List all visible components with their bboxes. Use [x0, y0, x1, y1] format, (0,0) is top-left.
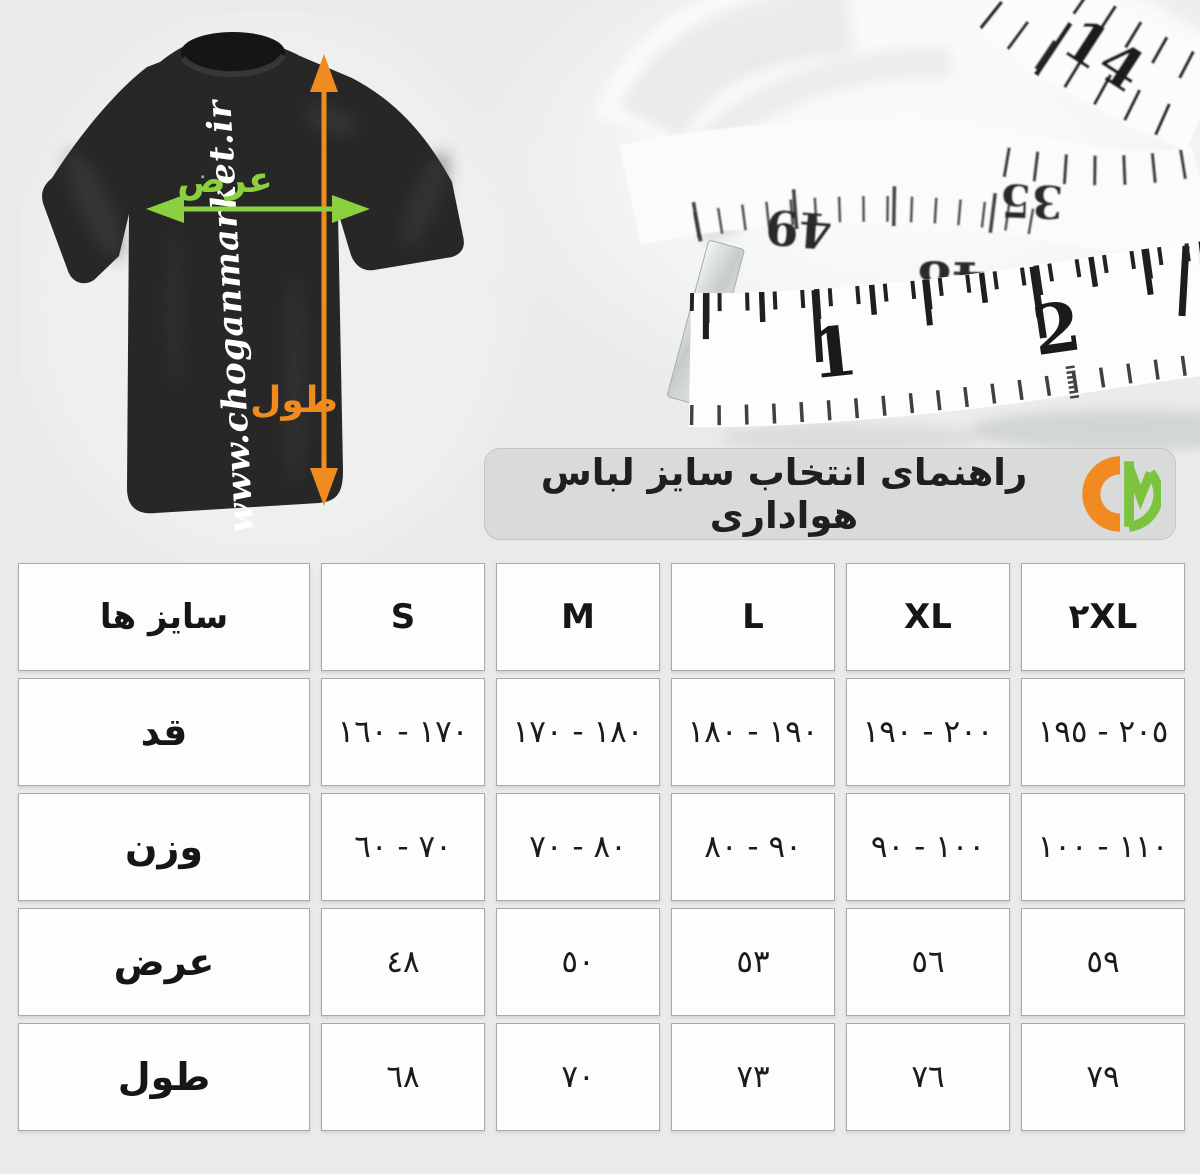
- column-header-l: L: [671, 563, 835, 671]
- tape-band-upper: 14: [975, 0, 1200, 152]
- tape-shadow: [970, 410, 1200, 450]
- table-cell: ٧٩: [1021, 1023, 1185, 1131]
- row-label-length: طول: [18, 1023, 310, 1131]
- tape-fine-print: [1065, 365, 1080, 401]
- page-title: راهنمای انتخاب سایز لباس هواداری: [540, 451, 1028, 537]
- table-cell: ٧٣: [671, 1023, 835, 1131]
- column-header-m: M: [496, 563, 660, 671]
- cm-logo-icon: [1082, 456, 1164, 532]
- tape-shadow-2: [720, 424, 980, 452]
- size-guide-header: راهنمای انتخاب سایز لباس هواداری CM: [484, 448, 1176, 540]
- table-cell: ٨٠ - ٧٠: [496, 793, 660, 901]
- length-arrow-label: طول: [250, 380, 338, 421]
- table-cell: ٧٠: [496, 1023, 660, 1131]
- brand-logo: CM: [1079, 453, 1164, 535]
- table-cell: ١١٠ - ١٠٠: [1021, 793, 1185, 901]
- tape-number-1: 1: [806, 311, 861, 396]
- table-cell: ٢٠٠ - ١٩٠: [846, 678, 1010, 786]
- measuring-tape-photo: 25 49 35 48 14 1 2: [593, 0, 1200, 452]
- width-arrow-label: عرض: [177, 160, 272, 201]
- table-cell: ٥٣: [671, 908, 835, 1016]
- tshirt: [42, 32, 464, 514]
- table-cell: ١٩٠ - ١٨٠: [671, 678, 835, 786]
- column-header-sizes: سایز ها: [18, 563, 310, 671]
- table-cell: ١٨٠ - ١٧٠: [496, 678, 660, 786]
- table-cell: ٤٨: [321, 908, 485, 1016]
- tape-band-front: 1 2: [688, 241, 1200, 428]
- row-label-weight: وزن: [18, 793, 310, 901]
- table-cell: ١٠٠ - ٩٠: [846, 793, 1010, 901]
- tape-number-35: 35: [999, 173, 1065, 229]
- tape-number-49: 49: [764, 198, 835, 259]
- length-arrow: [310, 54, 338, 506]
- column-header-xl: XL: [846, 563, 1010, 671]
- table-cell: ٦٨: [321, 1023, 485, 1131]
- table-cell: ٩٠ - ٨٠: [671, 793, 835, 901]
- tshirt-measure-graphic: www.choganmarket.ir عرض طول: [20, 10, 520, 570]
- table-cell: ٧٦: [846, 1023, 1010, 1131]
- size-table: سایز ها S M L XL ٢XL قد ١٧٠ - ١٦٠ ١٨٠ - …: [18, 563, 1185, 1131]
- table-cell: ١٧٠ - ١٦٠: [321, 678, 485, 786]
- table-cell: ٢٠٥ - ١٩٥: [1021, 678, 1185, 786]
- width-arrow: [146, 195, 370, 223]
- collar: [181, 32, 285, 72]
- table-cell: ٥٦: [846, 908, 1010, 1016]
- row-label-height: قد: [18, 678, 310, 786]
- row-label-width: عرض: [18, 908, 310, 1016]
- column-header-s: S: [321, 563, 485, 671]
- table-cell: ٥٠: [496, 908, 660, 1016]
- table-cell: ٧٠ - ٦٠: [321, 793, 485, 901]
- table-cell: ٥٩: [1021, 908, 1185, 1016]
- column-header-2xl: ٢XL: [1021, 563, 1185, 671]
- tick: [1178, 245, 1190, 317]
- tape-number-2: 2: [1028, 286, 1086, 372]
